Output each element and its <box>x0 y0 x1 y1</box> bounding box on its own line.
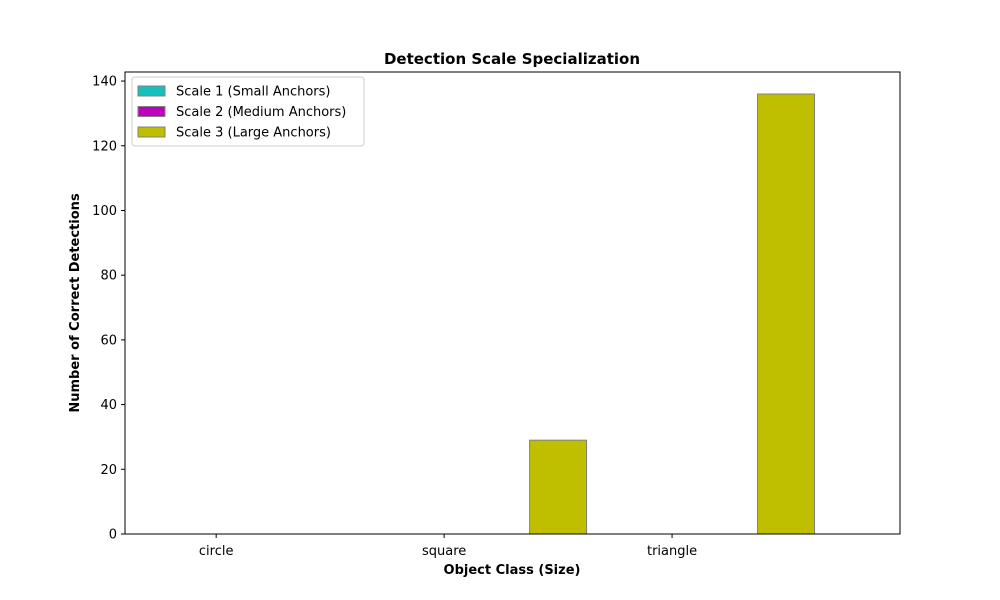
bars-layer <box>529 93 816 535</box>
y-axis-ticks: 0 20 40 60 80 100 120 140 <box>92 75 125 543</box>
y-tick-label: 0 <box>109 528 117 543</box>
legend-swatch-series-1 <box>137 85 166 97</box>
bar-square-series-3 <box>529 439 588 535</box>
legend-swatch-series-3 <box>137 126 166 138</box>
plot-frame <box>124 71 901 535</box>
legend-label-series-2: Scale 2 (Medium Anchors) <box>176 105 346 120</box>
legend-box <box>131 76 365 147</box>
y-tick-label: 80 <box>100 269 117 284</box>
y-tick-label: 120 <box>92 139 117 154</box>
y-tick-label: 40 <box>100 398 117 413</box>
y-tick-label: 60 <box>100 333 117 348</box>
x-tick-label: circle <box>199 544 234 559</box>
legend-label-series-3: Scale 3 (Large Anchors) <box>176 126 331 141</box>
y-tick-label: 100 <box>92 204 117 219</box>
legend: Scale 1 (Small Anchors) Scale 2 (Medium A… <box>131 76 365 147</box>
y-tick-label: 20 <box>100 463 117 478</box>
x-axis-ticks: circle square triangle <box>199 534 697 559</box>
legend-swatch-series-2 <box>137 106 166 117</box>
y-axis-title: Number of Correct Detections <box>68 193 83 413</box>
x-axis-title: Object Class (Size) <box>444 563 581 578</box>
x-tick-label: square <box>422 544 466 559</box>
y-tick-label: 140 <box>92 75 117 90</box>
x-tick-label: triangle <box>647 544 697 559</box>
chart-title: Detection Scale Specialization <box>384 50 640 68</box>
legend-label-series-1: Scale 1 (Small Anchors) <box>176 85 330 100</box>
bar-triangle-series-3 <box>757 93 816 535</box>
